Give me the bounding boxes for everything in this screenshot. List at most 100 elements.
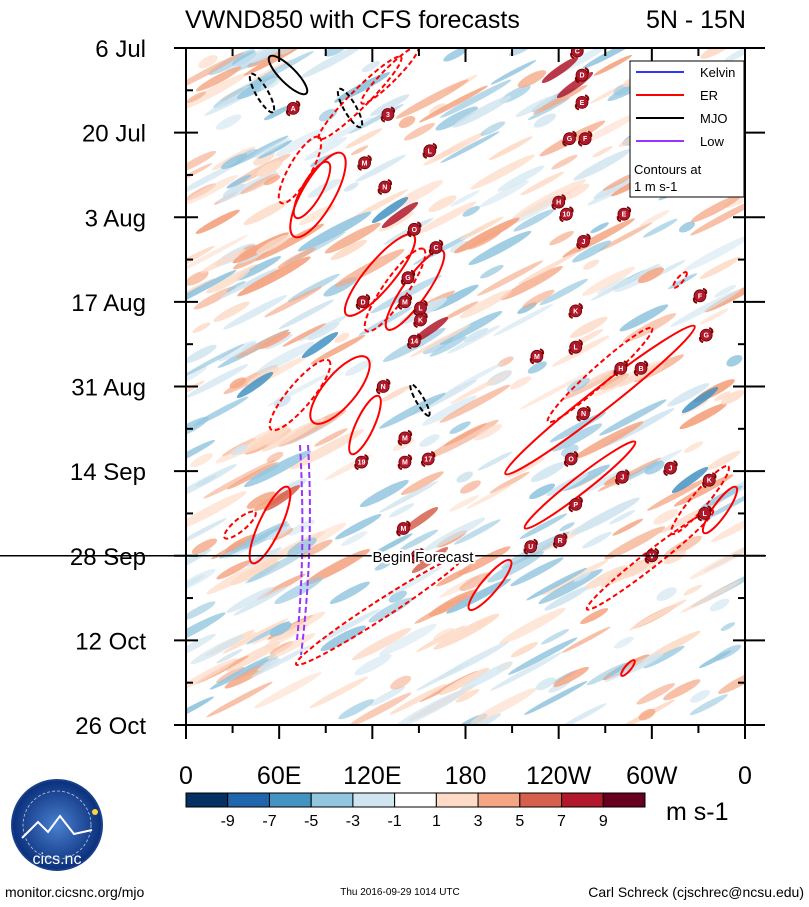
shading-streak: [449, 240, 469, 253]
colorbar-box: [477, 792, 521, 808]
shading-streak: [394, 689, 467, 725]
shading-streak: [519, 513, 568, 540]
shading-streak: [459, 289, 512, 319]
shading-streak: [324, 48, 349, 57]
tropical-cyclone-label: H: [618, 366, 623, 373]
low-contour: [296, 444, 304, 641]
shading-streak: [436, 567, 472, 587]
x-tick-label: 60E: [257, 762, 301, 790]
shading-streak: [335, 513, 382, 540]
tropical-cyclone-marker: M: [357, 154, 372, 171]
contour-ellipse: [268, 358, 332, 432]
legend-note-line1: Contours at: [634, 162, 702, 177]
shading-streak: [551, 423, 603, 452]
shading-streak: [449, 495, 479, 512]
shading-streak: [231, 444, 248, 456]
shading-streak: [258, 140, 293, 159]
shading-streak: [487, 551, 544, 583]
shading-streak: [643, 218, 678, 238]
shading-streak: [582, 266, 635, 296]
shading-streak: [507, 637, 578, 675]
shading-streak: [519, 373, 587, 410]
contour-ellipse: [620, 659, 636, 677]
shading-streak: [439, 667, 490, 696]
shading-streak: [429, 103, 447, 115]
shading-streak: [320, 625, 367, 652]
tropical-cyclone-label: M: [362, 160, 368, 167]
shading-streak: [186, 633, 216, 659]
tropical-cyclone-label: 17: [424, 457, 432, 464]
shading-streak: [608, 509, 636, 525]
shading-streak: [629, 599, 687, 631]
shading-streak: [647, 478, 708, 511]
shading-streak: [186, 612, 226, 651]
contour-ellipse: [546, 326, 654, 424]
shading-streak-strong: [671, 466, 709, 494]
tropical-cyclone-label: G: [405, 275, 411, 282]
shading-streak: [275, 128, 326, 157]
shading-streak: [379, 481, 439, 513]
shading-streak: [570, 497, 640, 536]
shading-streak: [602, 172, 637, 191]
shading-streak: [598, 222, 653, 252]
forecast-label: Begin Forecast: [373, 549, 475, 566]
shading-streak: [388, 590, 407, 603]
shading-streak: [456, 471, 473, 483]
contour-ellipse: [267, 54, 309, 96]
shading-streak: [638, 708, 656, 721]
shading-streak: [262, 428, 292, 446]
tropical-cyclone-label: M: [402, 299, 408, 306]
shading-streak: [459, 480, 481, 494]
shading-streak: [700, 48, 734, 59]
tropical-cyclone-label: P: [415, 553, 420, 560]
shading-streak: [350, 145, 369, 156]
colorbar-box: [561, 792, 604, 808]
shading-streak: [304, 549, 371, 585]
shading-streak: [209, 653, 277, 690]
shading-streak: [619, 304, 669, 332]
colorbar-box: [185, 792, 229, 808]
tropical-cyclone-marker: J: [576, 233, 591, 250]
tropical-cyclone-label: E: [622, 212, 627, 219]
tropical-cyclone-marker: C: [428, 239, 444, 256]
shading-streak: [330, 239, 367, 261]
tropical-cyclone-marker: 17: [421, 451, 436, 467]
colorbar-tick-label: 3: [474, 813, 483, 830]
shading-streak: [699, 256, 741, 280]
y-tick-label: 28 Sep: [70, 544, 146, 571]
tropical-cyclone-marker: O: [407, 221, 422, 238]
tropical-cyclone-marker: J: [663, 460, 678, 477]
shading-streak: [414, 595, 468, 624]
shading-streak: [263, 105, 291, 121]
colorbar-tick-label: -3: [346, 813, 360, 830]
shading-streak: [680, 580, 742, 613]
footer-timestamp: Thu 2016-09-29 1014 UTC: [340, 887, 460, 898]
tropical-cyclone-marker: G: [400, 269, 416, 286]
logo-ring: [22, 790, 92, 860]
shading-streak: [663, 679, 701, 701]
shading-streak: [257, 341, 315, 374]
shading-streak: [679, 402, 728, 430]
tropical-cyclone-label: G: [567, 136, 573, 143]
shading-streak: [186, 163, 213, 181]
shading-streak: [714, 391, 731, 402]
shading-streak: [532, 84, 588, 115]
contour-ellipse: [585, 509, 715, 611]
shading-streak: [186, 574, 206, 590]
shading-streak: [477, 451, 513, 471]
shading-streak: [193, 286, 237, 310]
shading-streak: [186, 344, 217, 364]
tropical-cyclone-marker: M: [397, 429, 413, 446]
tropical-cyclone-marker: R: [553, 532, 568, 549]
shading-streak: [583, 259, 600, 270]
cicsnc-logo: cics.nc: [11, 779, 103, 871]
shading-streak: [454, 217, 520, 254]
shading-streak: [372, 533, 413, 556]
contour-ellipse: [360, 48, 420, 105]
tropical-cyclone-label: J: [582, 239, 586, 246]
tropical-cyclone-marker: D: [574, 67, 590, 84]
shading-streak: [449, 190, 480, 207]
shading-streak: [345, 128, 383, 149]
y-tick-label: 31 Aug: [71, 375, 146, 402]
shading-streak: [186, 234, 249, 274]
